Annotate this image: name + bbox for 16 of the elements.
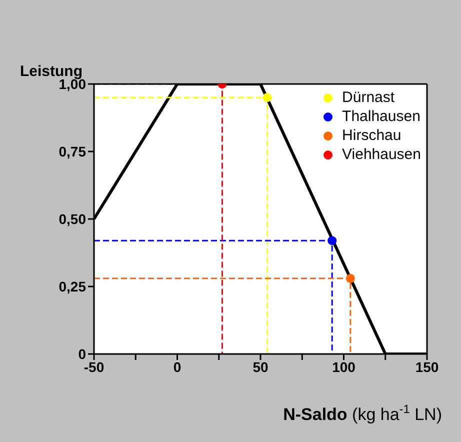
x-tick-label: 0 (173, 358, 182, 375)
legend-label: Viehhausen (342, 145, 421, 164)
y-tick-label: 0,75 (58, 143, 86, 160)
legend-label: Hirschau (342, 126, 402, 145)
y-tick-label: 0,50 (58, 210, 86, 227)
point (328, 236, 337, 246)
x-axis-title: N-Saldo (kg ha$^{-1}$ LN) (283, 402, 442, 424)
y-tick-label: 0 (78, 346, 86, 362)
x-tick-label: 50 (252, 358, 268, 375)
x-tick-label: 100 (332, 358, 356, 375)
x-tick-label: -50 (84, 358, 104, 375)
legend-label: Dürnast (342, 88, 395, 107)
point (346, 274, 355, 283)
legend-label: Thalhausen (342, 107, 420, 126)
x-tick-label: 150 (415, 358, 439, 375)
y-tick-label: 0,25 (58, 278, 86, 294)
